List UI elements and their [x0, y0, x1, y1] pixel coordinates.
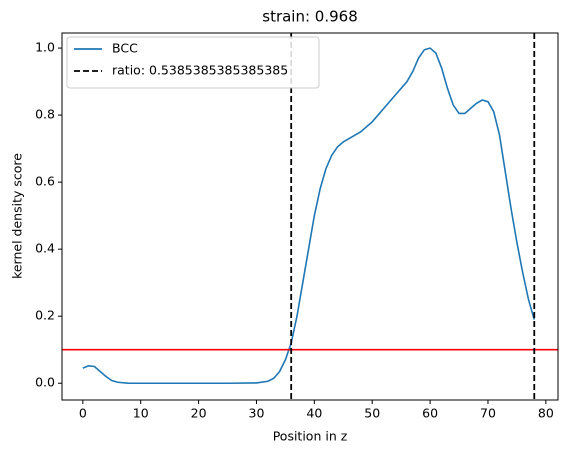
y-tick-label: 0.4: [35, 241, 55, 256]
x-axis-label: Position in z: [273, 429, 348, 444]
x-tick-label: 10: [133, 406, 149, 421]
x-tick-label: 40: [306, 406, 322, 421]
y-tick-label: 0.8: [35, 107, 55, 122]
legend-box: [66, 36, 320, 89]
plot-frame: [61, 32, 559, 401]
x-tick-label: 30: [249, 406, 265, 421]
y-tick-label: 0.0: [35, 375, 55, 390]
y-tick-label: 1.0: [35, 40, 55, 55]
x-tick-label: 50: [364, 406, 380, 421]
x-tick-label: 60: [422, 406, 438, 421]
y-axis-label: kernel density score: [10, 153, 25, 279]
legend-label: ratio: 0.5385385385385385: [112, 63, 288, 78]
x-tick-label: 70: [480, 406, 496, 421]
legend-label: BCC: [112, 41, 138, 56]
y-tick-label: 0.2: [35, 308, 55, 323]
chart-title: strain: 0.968: [262, 8, 358, 26]
y-tick-label: 0.6: [35, 174, 55, 189]
x-tick-label: 80: [538, 406, 554, 421]
x-tick-label: 20: [191, 406, 207, 421]
x-tick-label: 0: [79, 406, 87, 421]
line-series: [82, 47, 536, 385]
